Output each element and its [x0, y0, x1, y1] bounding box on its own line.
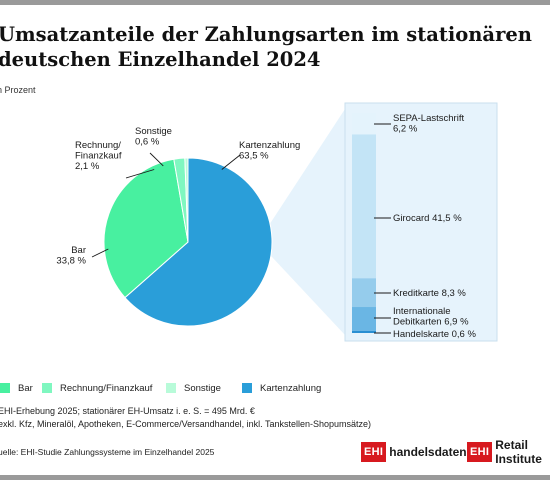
pie-leader-rechnung-finanzkauf: [125, 169, 155, 179]
stack-label-girocard: Girocard 41,5 %: [393, 213, 462, 224]
legend-label-sonstige: Sonstige: [184, 382, 221, 394]
stack-segment-girocard: [352, 134, 376, 279]
pie-leader-sonstige: [149, 152, 164, 167]
stack-segment-internationale-debitkarten: [352, 307, 376, 331]
footnote-line-1: EHI-Erhebung 2025; stationärer EH-Umsatz…: [0, 406, 255, 416]
legend: Bar Rechnung/Finanzkauf Sonstige Kartenz…: [0, 381, 550, 395]
legend-item-rechnung: Rechnung/Finanzkauf: [42, 381, 152, 395]
legend-swatch-karten: [242, 383, 252, 393]
ehi-logo-box: EHI: [361, 442, 387, 462]
pie-label-rechnung-finanzkauf: Rechnung/Finanzkauf 2,1 %: [75, 140, 122, 172]
stack-label-handelskarte: Handelskarte 0,6 %: [393, 329, 476, 340]
top-border: [0, 0, 550, 5]
stack-label-sepa-lastschrift: SEPA-Lastschrift 6,2 %: [393, 113, 464, 135]
legend-label-karten: Kartenzahlung: [260, 382, 322, 394]
breakdown-connector: [258, 109, 345, 335]
pie-leader-kartenzahlung: [221, 154, 241, 170]
legend-label-bar: Bar: [18, 382, 33, 394]
stack-label-internationale-debitkarten: Internationale Debitkarten 6,9 %: [393, 306, 469, 328]
pie-label-kartenzahlung: Kartenzahlung 63,5 %: [239, 140, 300, 162]
legend-swatch-bar: [0, 383, 10, 393]
source-note: uelle: EHI-Studie Zahlungssysteme im Ein…: [0, 447, 215, 457]
legend-item-karten: Kartenzahlung: [242, 381, 321, 395]
pie-leader-bar: [91, 248, 109, 258]
legend-swatch-sonstige: [166, 383, 176, 393]
bottom-border: [0, 475, 550, 480]
legend-swatch-rechnung: [42, 383, 52, 393]
brand-handelsdaten-logo: EHI handelsdaten.de: [361, 441, 484, 463]
pie-label-sonstige: Sonstige 0,6 %: [135, 126, 172, 148]
stack-segment-handelskarte: [352, 330, 376, 333]
legend-label-rechnung: Rechnung/Finanzkauf: [60, 382, 153, 394]
legend-item-bar: Bar: [0, 381, 33, 395]
pie-slice-kartenzahlung: [124, 157, 273, 327]
chart-area: SEPA-Lastschrift 6,2 % Girocard 41,5 % Kred…: [56, 102, 498, 342]
pie-label-bar: Bar 33,8 %: [56, 245, 86, 267]
stack-segment-kreditkarte: [352, 278, 376, 308]
brand-retail-institute-logo: EHI Retail Institute: [467, 438, 550, 466]
footnote-line-2: exkl. Kfz, Mineralöl, Apotheken, E-Comme…: [0, 418, 372, 429]
chart-title: Umsatzanteile der Zahlungsarten im stati…: [0, 23, 532, 71]
stack-label-kreditkarte: Kreditkarte 8,3 %: [393, 288, 466, 299]
pie-slice-sonstige: [184, 157, 189, 243]
footnote: EHI-Erhebung 2025; stationärer EH-Umsatz…: [0, 405, 371, 430]
handelsdaten-text: handelsdaten.de: [389, 445, 484, 459]
chart-subtitle: n Prozent: [0, 85, 36, 95]
stack-segment-sepa-lastschrift: [352, 113, 376, 135]
ehi-logo-box-2: EHI: [467, 442, 493, 462]
retail-institute-text: Retail Institute: [495, 438, 542, 466]
pie-slice-bar: [103, 158, 189, 299]
legend-item-sonstige: Sonstige: [166, 381, 221, 395]
